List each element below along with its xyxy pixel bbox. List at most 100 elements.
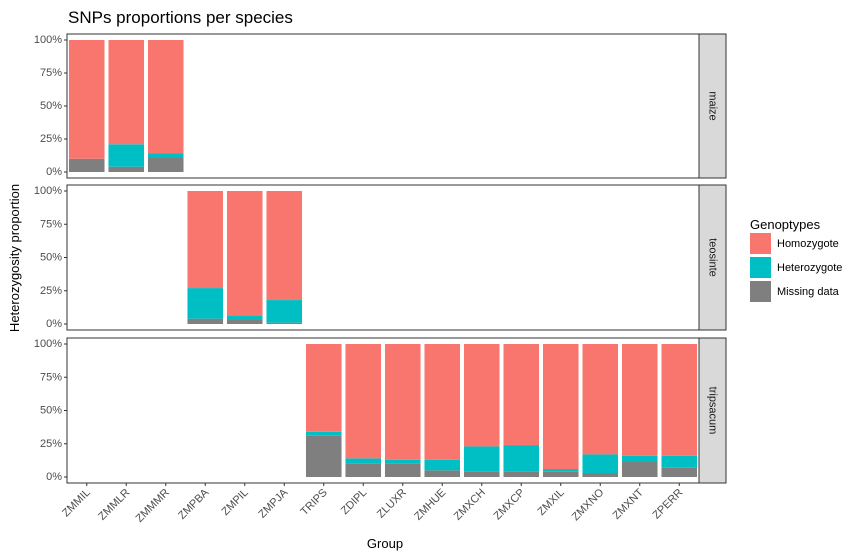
legend-swatch xyxy=(750,257,771,278)
y-tick-label: 100% xyxy=(34,34,62,46)
y-tick-label: 50% xyxy=(40,252,62,264)
bar-ZMPJA-homozygote xyxy=(266,191,303,301)
bar-ZLUXR-missing xyxy=(384,463,421,477)
bar-TRIPS-homozygote xyxy=(305,344,342,432)
bar-ZMMIL-homozygote xyxy=(68,40,105,159)
bar-ZMXCP-missing xyxy=(503,471,540,477)
facet-label-maize: maize xyxy=(707,91,719,120)
facet-tripsacum: tripsacum 0% 25% 50% 75% 100% xyxy=(34,337,727,484)
y-tick-label: 25% xyxy=(40,438,62,450)
legend-title: Genoptypes xyxy=(750,217,821,232)
y-tick-label: 50% xyxy=(40,405,62,417)
bar-ZMMLR-missing xyxy=(108,166,145,172)
y-axis-title: Heterozygosity proportion xyxy=(7,184,22,332)
bar-ZPERR-missing xyxy=(661,467,698,477)
bar-TRIPS-heterozygote xyxy=(305,431,342,436)
bar-ZMMMR-missing xyxy=(147,157,184,172)
bar-ZMXNO-heterozygote xyxy=(582,454,619,474)
x-tick-label: ZLUXR xyxy=(375,487,409,521)
bar-ZMXNO-homozygote xyxy=(582,344,619,455)
bar-ZMXNO-missing xyxy=(582,473,619,477)
bar-ZMPBA-missing xyxy=(187,318,224,324)
chart-title: SNPs proportions per species xyxy=(68,8,293,27)
x-tick-label: TRIPS xyxy=(298,487,329,518)
bar-ZMMLR-heterozygote xyxy=(108,144,145,167)
bar-ZLUXR-homozygote xyxy=(384,344,421,460)
bar-ZMMIL-missing xyxy=(68,158,105,172)
bar-ZDIPL-heterozygote xyxy=(345,458,382,464)
bar-ZMXIL-missing xyxy=(542,471,579,477)
y-tick-label: 0% xyxy=(46,166,62,178)
x-tick-label: ZPERR xyxy=(651,487,686,522)
y-tick-label: 25% xyxy=(40,133,62,145)
bar-ZMPBA-homozygote xyxy=(187,191,224,289)
y-tick-label: 50% xyxy=(40,100,62,112)
bar-ZMPJA-missing xyxy=(266,322,303,324)
facet-maize: maize 0% 25% 50% 75% 100% xyxy=(34,33,727,179)
bar-ZMXCH-homozygote xyxy=(463,344,500,447)
bar-ZMXCP-heterozygote xyxy=(503,445,540,472)
y-tick-label: 100% xyxy=(34,185,62,197)
y-tick-label: 75% xyxy=(40,371,62,383)
bar-ZMPBA-heterozygote xyxy=(187,288,224,319)
facet-strip xyxy=(698,184,727,331)
x-tick-label: ZDIPL xyxy=(339,487,370,518)
bar-ZMXIL-heterozygote xyxy=(542,469,579,472)
bar-TRIPS-missing xyxy=(305,435,342,477)
facet-label-tripsacum: tripsacum xyxy=(707,387,719,435)
bar-ZPERR-heterozygote xyxy=(661,455,698,468)
bar-ZMHUE-homozygote xyxy=(424,344,461,460)
bar-ZPERR-homozygote xyxy=(661,344,698,456)
x-tick-label: ZMXCH xyxy=(452,487,488,523)
x-axis-tick-labels: ZMMIL ZMMLR ZMMMR ZMPBA ZMPIL ZMPJA TRIPS ZDIPL… xyxy=(60,483,685,525)
bar-ZMPIL-homozygote xyxy=(226,191,263,317)
bar-ZMMMR-homozygote xyxy=(147,40,184,154)
x-tick-label: ZMMIL xyxy=(60,487,93,520)
bar-ZMXCH-missing xyxy=(463,471,500,477)
y-tick-label: 25% xyxy=(40,285,62,297)
facet-strip xyxy=(698,337,727,484)
bar-ZMXNT-missing xyxy=(621,461,658,477)
legend-swatch xyxy=(750,233,771,254)
x-tick-label: ZMPJA xyxy=(256,486,290,520)
bar-ZMXNT-homozygote xyxy=(621,344,658,456)
bar-ZMXCH-heterozygote xyxy=(463,446,500,472)
x-tick-label: ZMXIL xyxy=(535,487,566,518)
x-axis-title: Group xyxy=(367,536,403,551)
x-tick-label: ZMPIL xyxy=(219,487,250,518)
y-tick-label: 0% xyxy=(46,318,62,330)
bar-ZDIPL-homozygote xyxy=(345,344,382,459)
y-tick-label: 75% xyxy=(40,218,62,230)
panel-border xyxy=(66,184,700,331)
bar-ZMMMR-heterozygote xyxy=(147,153,184,158)
facet-strip xyxy=(698,33,727,179)
x-tick-label: ZMHUE xyxy=(412,487,448,523)
bar-ZMHUE-missing xyxy=(424,470,461,477)
bar-ZMXNT-heterozygote xyxy=(621,455,658,462)
bar-ZMPJA-heterozygote xyxy=(266,300,303,323)
bar-ZLUXR-heterozygote xyxy=(384,459,421,464)
bar-ZMPIL-heterozygote xyxy=(226,316,263,321)
x-tick-label: ZMMLR xyxy=(96,487,132,523)
x-tick-label: ZMPBA xyxy=(176,486,212,522)
legend-label: Missing data xyxy=(777,286,840,298)
facet-label-teosinte: teosinte xyxy=(707,238,719,277)
x-tick-label: ZMMMR xyxy=(134,487,172,525)
bar-ZMMLR-homozygote xyxy=(108,40,145,145)
y-tick-label: 0% xyxy=(46,471,62,483)
legend-label: Heterozygote xyxy=(777,262,842,274)
x-tick-label: ZMXNO xyxy=(570,486,607,523)
facet-teosinte: teosinte 0% 25% 50% 75% 100% xyxy=(34,184,727,331)
bar-ZMPIL-missing xyxy=(226,320,263,324)
legend-swatch xyxy=(750,281,771,302)
bar-ZMXIL-homozygote xyxy=(542,344,579,470)
bar-ZMXCP-homozygote xyxy=(503,344,540,446)
legend-label: Homozygote xyxy=(777,238,839,250)
x-tick-label: ZMXNT xyxy=(611,486,646,521)
y-tick-label: 75% xyxy=(40,67,62,79)
legend: Genoptypes Homozygote Heterozygote Missing… xyxy=(750,217,842,302)
facet-panels: maize 0% 25% 50% 75% 100% teosinte 0% 25% 50% 75% 1… xyxy=(34,33,727,484)
y-tick-label: 100% xyxy=(34,338,62,350)
bar-ZMHUE-heterozygote xyxy=(424,459,461,471)
